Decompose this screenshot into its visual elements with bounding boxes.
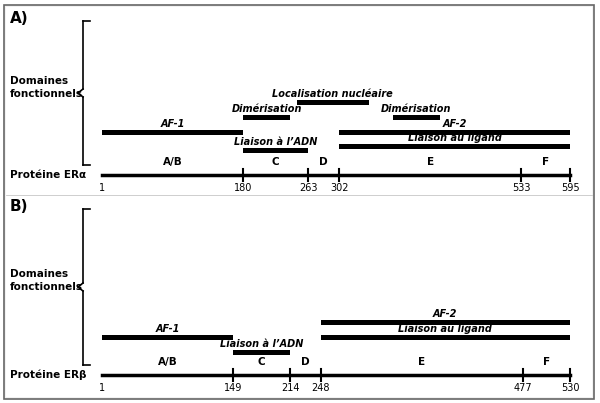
Bar (102, 335, 233, 340)
Text: 214: 214 (281, 383, 299, 393)
Text: AF-2: AF-2 (442, 119, 467, 129)
Text: 530: 530 (561, 383, 579, 393)
Text: 1: 1 (99, 183, 105, 193)
Text: AF-1: AF-1 (160, 119, 185, 129)
Text: A/B: A/B (158, 357, 178, 367)
Text: B): B) (10, 199, 29, 214)
Bar (243, 115, 290, 120)
Text: 533: 533 (512, 183, 530, 193)
Text: E: E (427, 157, 434, 167)
Text: Dimérisation: Dimérisation (232, 104, 302, 114)
Text: F: F (543, 357, 550, 367)
Text: Domaines: Domaines (10, 76, 68, 86)
Text: D: D (301, 357, 310, 367)
Text: fonctionnels: fonctionnels (10, 89, 83, 99)
Text: fonctionnels: fonctionnels (10, 282, 83, 292)
Text: AF-2: AF-2 (433, 309, 457, 319)
Text: Protéine ERα: Protéine ERα (10, 170, 86, 180)
Text: D: D (319, 157, 328, 167)
Text: Localisation nucléaire: Localisation nucléaire (272, 89, 393, 99)
Text: 595: 595 (560, 183, 580, 193)
Bar (339, 144, 570, 149)
Text: Protéine ERβ: Protéine ERβ (10, 370, 86, 380)
Text: 302: 302 (330, 183, 349, 193)
Bar (320, 335, 570, 340)
Text: Liaison à l’ADN: Liaison à l’ADN (220, 339, 304, 349)
Text: C: C (272, 157, 280, 167)
Text: A): A) (10, 11, 29, 26)
Bar (102, 130, 243, 135)
Text: Liaison au ligand: Liaison au ligand (398, 324, 492, 334)
FancyBboxPatch shape (4, 5, 594, 399)
Text: 263: 263 (299, 183, 317, 193)
Text: Liaison au ligand: Liaison au ligand (407, 133, 502, 143)
Bar (393, 115, 440, 120)
Text: F: F (542, 157, 549, 167)
Text: 180: 180 (234, 183, 252, 193)
Bar (320, 320, 570, 325)
Text: Domaines: Domaines (10, 269, 68, 279)
Text: 248: 248 (311, 383, 330, 393)
Text: 149: 149 (224, 383, 242, 393)
Bar (233, 350, 290, 355)
Text: 477: 477 (514, 383, 532, 393)
Text: A/B: A/B (163, 157, 182, 167)
Text: E: E (418, 357, 425, 367)
Bar (296, 100, 369, 105)
Bar (243, 148, 308, 153)
FancyBboxPatch shape (6, 7, 592, 397)
Bar (339, 130, 570, 135)
Text: Liaison à l’ADN: Liaison à l’ADN (234, 137, 317, 147)
Text: Dimérisation: Dimérisation (381, 104, 452, 114)
Text: 1: 1 (99, 383, 105, 393)
Text: C: C (258, 357, 265, 367)
Text: AF-1: AF-1 (155, 324, 179, 334)
